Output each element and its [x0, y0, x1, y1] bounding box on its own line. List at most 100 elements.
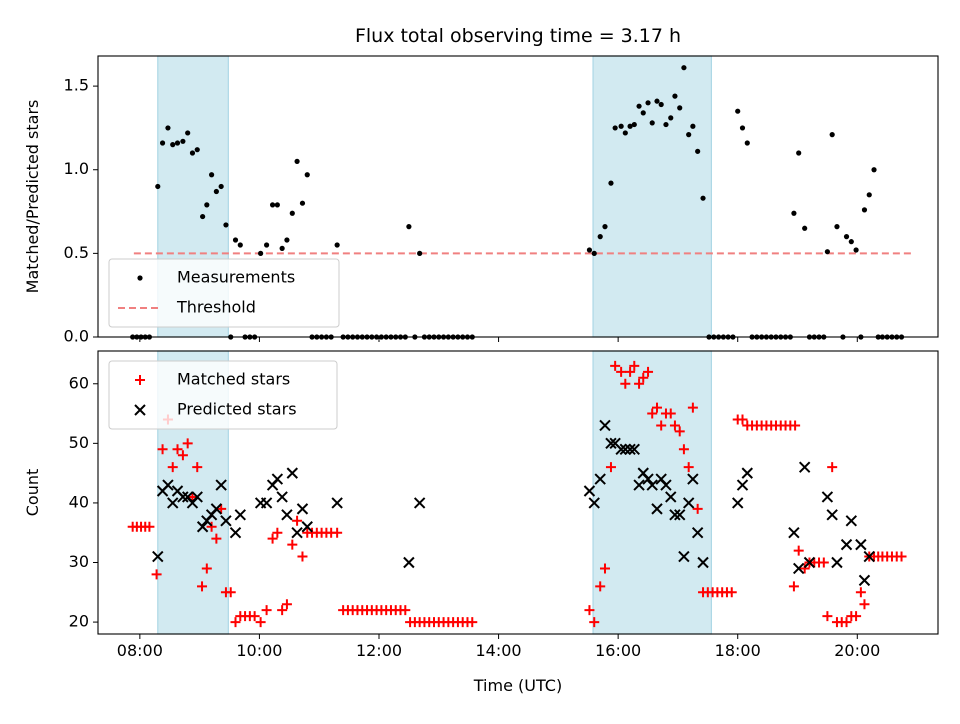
data-point: [255, 617, 266, 628]
data-point: [678, 444, 689, 455]
data-point: [663, 121, 669, 128]
data-point: [586, 247, 593, 253]
data-point: [204, 202, 210, 208]
legend: Measurements Threshold: [108, 258, 340, 328]
data-point: [263, 242, 270, 248]
data-point: [788, 527, 800, 539]
data-point: [788, 581, 799, 592]
data-point: [167, 497, 179, 509]
data-point: [152, 550, 164, 563]
data-point: [211, 533, 222, 544]
data-point: [636, 103, 642, 109]
data-point: [829, 132, 835, 138]
data-point: [249, 611, 260, 622]
data-point: [871, 167, 877, 173]
data-point: [674, 509, 686, 521]
x-tick-label: 12:00: [356, 641, 402, 660]
data-point: [400, 605, 411, 616]
data-point: [180, 138, 186, 144]
x-tick-label: 18:00: [715, 641, 761, 660]
shaded-interval-2: [592, 55, 713, 338]
data-point: [646, 479, 658, 491]
data-point: [292, 515, 303, 526]
legend: Matched stars Predicted stars: [108, 360, 338, 430]
data-point: [818, 557, 829, 568]
data-point: [799, 563, 810, 574]
shaded-interval-2: [592, 350, 713, 635]
data-point: [194, 147, 200, 153]
data-point: [196, 521, 209, 533]
data-point: [174, 140, 181, 146]
x-tick-label: 08:00: [117, 641, 163, 660]
y-tick-label: 1.0: [64, 159, 89, 178]
data-point: [668, 115, 674, 121]
data-point: [695, 148, 701, 154]
data-point: [225, 587, 236, 598]
data-point: [625, 366, 636, 377]
data-point: [229, 527, 242, 539]
data-point: [279, 245, 285, 251]
data-point: [216, 503, 227, 514]
data-point: [602, 224, 608, 230]
data-point: [845, 515, 858, 527]
data-point: [827, 462, 838, 473]
data-point: [269, 202, 276, 208]
data-point: [237, 242, 243, 248]
data-point: [826, 509, 838, 521]
data-point: [624, 443, 636, 456]
data-point: [658, 101, 664, 108]
legend-label: Measurements: [177, 268, 295, 287]
chart-title: Flux total observing time = 3.17 h: [355, 25, 681, 47]
data-point: [741, 467, 753, 479]
data-point: [687, 402, 698, 413]
data-point: [682, 497, 695, 509]
data-point: [232, 237, 239, 243]
data-point: [177, 450, 188, 461]
data-point: [822, 611, 833, 622]
data-point: [616, 366, 627, 377]
data-point: [677, 105, 683, 111]
data-point: [165, 125, 171, 131]
data-point: [665, 491, 677, 503]
data-point: [834, 224, 840, 230]
data-point: [691, 527, 704, 539]
data-point: [588, 497, 600, 509]
data-point: [841, 617, 852, 628]
data-point: [191, 491, 203, 503]
data-point: [172, 444, 183, 455]
data-point: [633, 479, 645, 491]
data-point: [866, 192, 872, 198]
data-point: [584, 605, 595, 616]
data-point: [620, 378, 631, 389]
data-point: [681, 65, 687, 71]
data-point: [185, 130, 191, 136]
data-point: [261, 605, 272, 616]
data-point: [735, 108, 741, 114]
data-point: [599, 563, 610, 574]
data-point: [618, 123, 624, 129]
data-point: [638, 372, 649, 383]
data-point: [678, 550, 690, 563]
data-point: [272, 527, 283, 538]
data-point: [824, 249, 830, 255]
data-point: [692, 503, 703, 514]
y-axis-label: Matched/Predicted stars: [23, 100, 42, 294]
data-point: [798, 461, 811, 473]
data-point: [831, 556, 843, 569]
data-point: [634, 378, 645, 389]
x-tick-label: 20:00: [834, 641, 880, 660]
data-point: [332, 527, 343, 538]
data-point: [413, 497, 426, 509]
data-point: [669, 420, 680, 431]
x-tick-label: 14:00: [476, 641, 522, 660]
data-point: [287, 539, 298, 550]
data-point: [206, 521, 217, 532]
plot-frame: [97, 350, 939, 635]
data-point: [843, 234, 850, 240]
data-point: [208, 172, 215, 178]
data-point: [672, 93, 678, 99]
data-point: [284, 237, 290, 243]
data-point: [271, 473, 284, 485]
data-point: [652, 402, 663, 413]
